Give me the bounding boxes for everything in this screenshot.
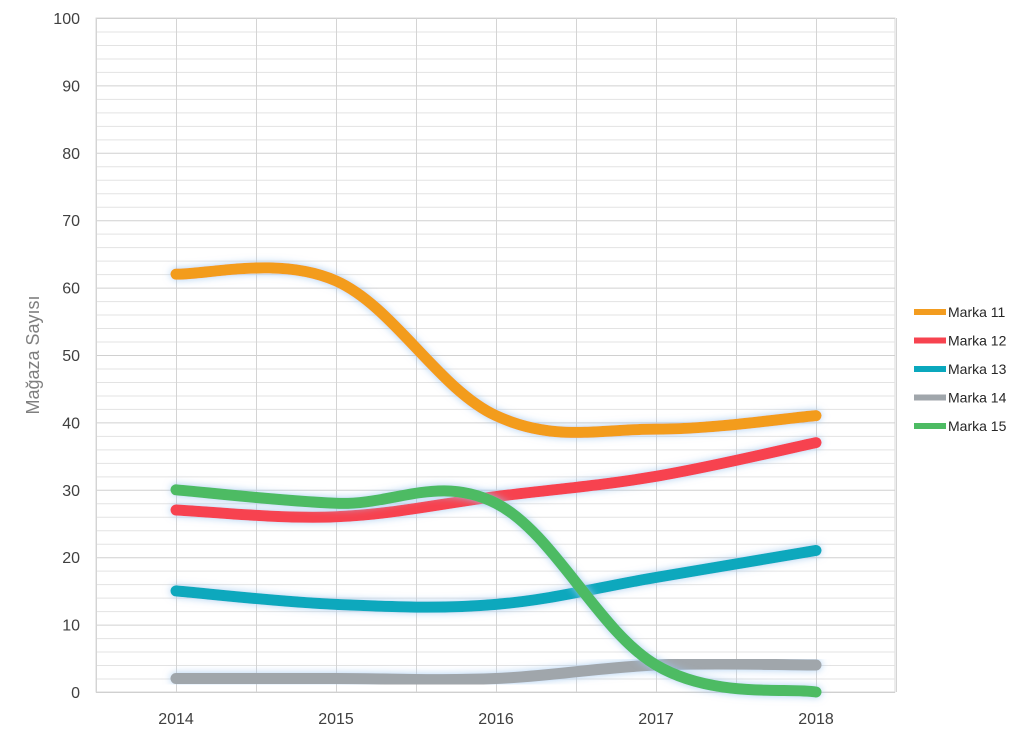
- y-tick-label: 0: [71, 685, 80, 702]
- legend-label: Marka 15: [948, 418, 1007, 434]
- legend-label: Marka 13: [948, 361, 1007, 377]
- x-tick-label: 2018: [798, 711, 834, 728]
- legend: Marka 11 Marka 12 Marka 13 Marka 14 Marka 15: [914, 304, 1007, 434]
- legend-label: Marka 12: [948, 333, 1007, 349]
- y-tick-label: 60: [62, 281, 80, 298]
- series-line-3: [170, 544, 822, 613]
- y-axis: 0 10 20 30 40 50 60 70 80 90 100: [53, 11, 80, 702]
- x-tick-label: 2015: [318, 711, 354, 728]
- legend-label: Marka 11: [948, 304, 1006, 320]
- y-tick-label: 70: [62, 213, 80, 230]
- y-tick-label: 50: [62, 348, 80, 365]
- series-line-1: [170, 262, 822, 438]
- series-line-5: [170, 484, 822, 698]
- y-tick-label: 10: [62, 618, 80, 635]
- x-axis: 2014 2015 2016 2017 2018: [158, 711, 834, 728]
- legend-label: Marka 14: [948, 390, 1007, 406]
- y-tick-label: 90: [62, 78, 80, 95]
- series-line-2: [170, 437, 822, 523]
- y-tick-label: 80: [62, 146, 80, 163]
- x-tick-label: 2014: [158, 711, 194, 728]
- y-axis-title: Mağaza Sayısı: [23, 295, 43, 414]
- x-tick-label: 2016: [478, 711, 514, 728]
- y-tick-label: 100: [53, 11, 80, 28]
- y-tick-label: 30: [62, 483, 80, 500]
- y-tick-label: 20: [62, 550, 80, 567]
- series-lines: [170, 262, 822, 698]
- series-line-4: [170, 658, 822, 686]
- x-tick-label: 2017: [638, 711, 674, 728]
- y-tick-label: 40: [62, 415, 80, 432]
